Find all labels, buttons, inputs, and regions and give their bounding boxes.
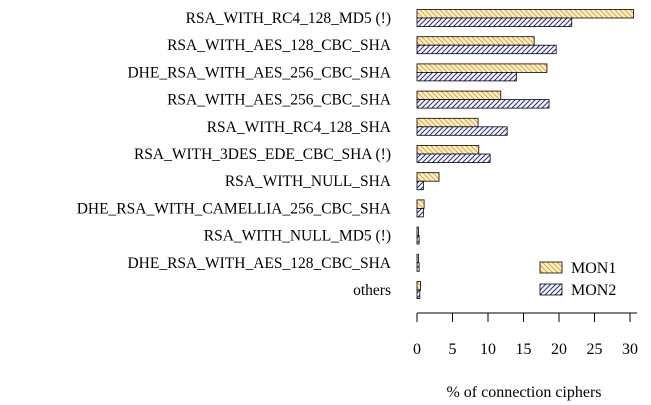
category-label: DHE_RSA_WITH_AES_128_CBC_SHA [127,255,391,272]
legend-swatch-mon2 [539,283,563,296]
bar-mon2 [416,207,424,218]
legend: MON1 MON2 [539,260,616,299]
x-tick-label: 5 [449,341,457,358]
category-label: DHE_RSA_WITH_AES_256_CBC_SHA [127,64,391,81]
category-label: RSA_WITH_RC4_128_MD5 (!) [186,10,391,27]
x-tick-label: 25 [587,341,603,358]
x-tick-label: 0 [413,341,421,358]
x-tick-label: 20 [551,341,567,358]
x-tick-label: 10 [480,341,496,358]
category-label: RSA_WITH_NULL_SHA [225,173,392,190]
legend-label: MON1 [571,260,616,277]
bar-mon1 [416,253,419,264]
bar-mon1 [416,63,548,73]
bar-mon2 [416,289,421,299]
bar-mon2 [416,180,424,191]
x-axis: 0 5 10 15 20 25 30 [413,312,638,358]
bar-mon2 [416,235,420,245]
bar-mon1 [416,90,502,100]
bars [416,9,634,299]
category-label: RSA_WITH_3DES_EDE_CBC_SHA (!) [134,146,391,163]
x-tick-label: 15 [516,341,532,358]
category-label: RSA_WITH_AES_128_CBC_SHA [167,37,392,54]
bar-mon2 [416,262,420,272]
bar-mon1 [416,199,425,209]
category-label: others [353,282,391,299]
bar-mon1 [416,145,480,155]
bar-mon1 [416,226,419,237]
category-label: RSA_WITH_AES_256_CBC_SHA [167,92,392,109]
category-label: DHE_RSA_WITH_CAMELLIA_256_CBC_SHA [77,200,392,217]
bar-mon2 [416,99,550,109]
bar-mon1 [416,117,479,128]
x-axis-label: % of connection ciphers [446,384,601,401]
category-label: RSA_WITH_RC4_128_SHA [207,119,392,136]
category-label: RSA_WITH_NULL_MD5 (!) [204,228,391,245]
legend-label: MON2 [571,282,616,299]
bar-mon2 [416,44,557,55]
bar-mon1 [416,172,440,182]
bar-mon1 [416,9,634,19]
category-labels: RSA_WITH_RC4_128_MD5 (!) RSA_WITH_AES_128… [77,10,392,299]
bar-mon2 [416,126,508,136]
bar-mon2 [416,72,517,82]
bar-mon2 [416,17,573,27]
x-tick-label: 30 [622,341,638,358]
bar-mon2 [416,153,491,163]
bar-mon1 [416,36,535,46]
bar-mon1 [416,281,421,291]
legend-swatch-mon1 [539,261,563,274]
